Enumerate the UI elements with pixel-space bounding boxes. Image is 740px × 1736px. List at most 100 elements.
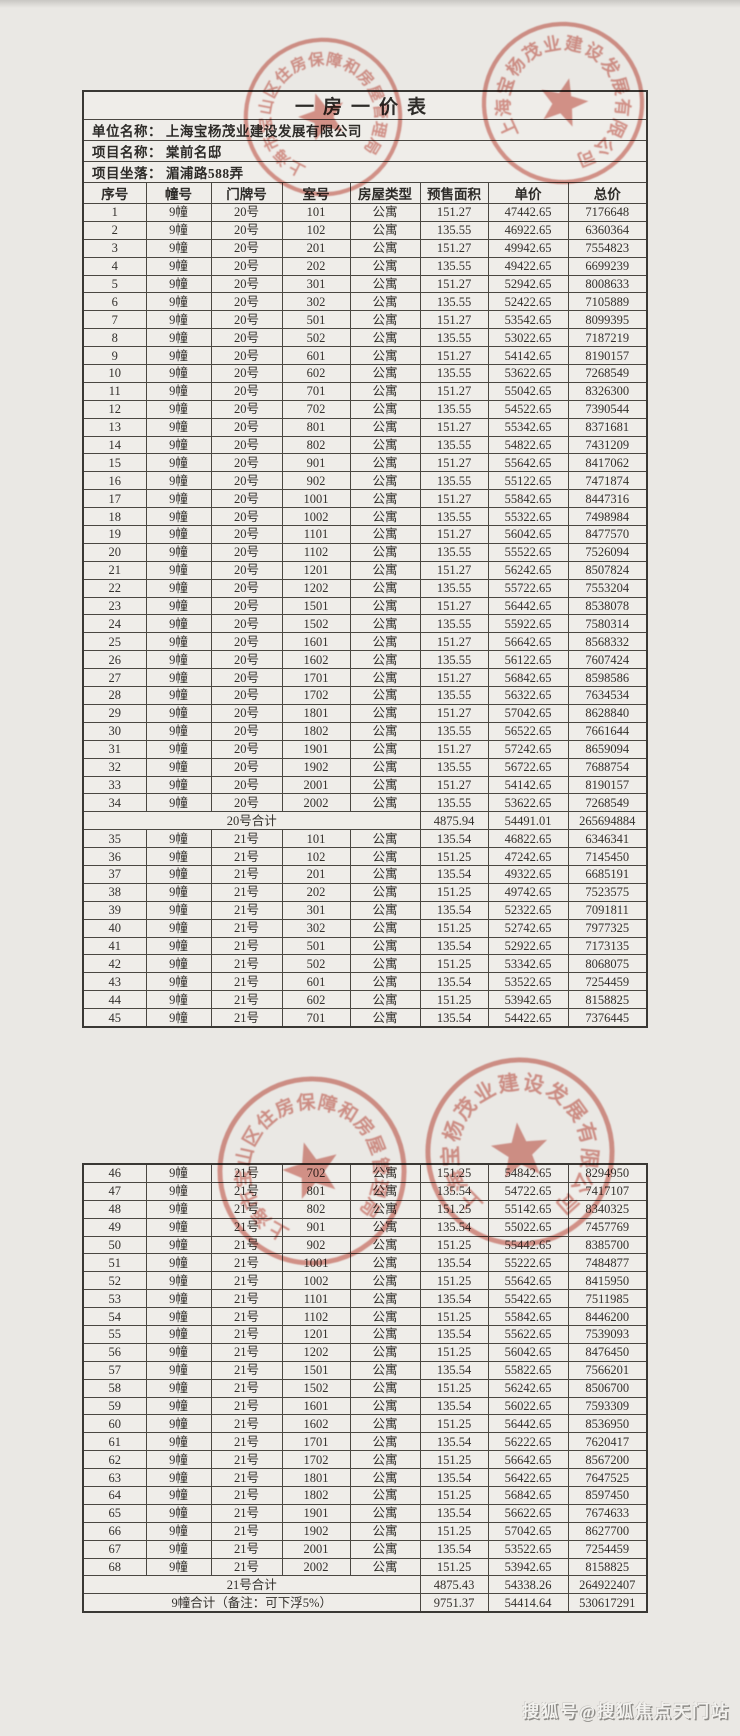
table-row: 56 9幢 21号 1202 公寓 151.25 56042.65 8476450: [82, 1342, 648, 1362]
table-cell: 9幢: [145, 1378, 212, 1398]
table-cell: 21号: [210, 1503, 283, 1523]
price-table-page-2: 469幢21号702公寓151.2554842.658294950479幢21号…: [82, 1163, 648, 1614]
table-cell: 公寓: [349, 274, 421, 294]
table-cell: 7484877: [567, 1253, 648, 1273]
table-cell: 7268549: [567, 793, 648, 813]
table-cell: 8371681: [567, 417, 648, 437]
table-cell: 53: [82, 1289, 147, 1309]
table-cell: 9幢: [145, 1468, 212, 1488]
table-cell: 56222.65: [487, 1432, 569, 1452]
table-cell: 1801: [281, 703, 351, 723]
table-cell: 151.27: [419, 596, 489, 616]
table-cell: 53522.65: [487, 1539, 569, 1559]
table-cell: 151.27: [419, 310, 489, 330]
table-cell: 56422.65: [487, 1468, 569, 1488]
table-cell: 8326300: [567, 381, 648, 401]
table-cell: 21号: [210, 1008, 283, 1028]
table-cell: 30: [82, 721, 147, 741]
table-cell: 33: [82, 775, 147, 795]
table-cell: 1902: [281, 757, 351, 777]
table-cell: 7593309: [567, 1396, 648, 1416]
company-stamp-middle-icon: 上海宝杨茂业建设发展有限公司: [411, 1043, 629, 1261]
table-cell: 公寓: [349, 864, 421, 884]
table-cell: 7254459: [567, 972, 648, 992]
table-cell: 21号: [210, 1432, 283, 1452]
table-cell: 56042.65: [487, 1342, 569, 1362]
table-row: 39 9幢 21号 301 公寓 135.54 52322.65 7091811: [82, 900, 648, 920]
table-cell: 56842.65: [487, 668, 569, 688]
table-cell: 9幢: [145, 972, 212, 992]
table-cell: 67: [82, 1539, 147, 1559]
table-row: 12 9幢 20号 702 公寓 135.55 54522.65 7390544: [82, 399, 648, 419]
table-cell: 9幢: [145, 1414, 212, 1434]
table-cell: 302: [281, 918, 351, 938]
table-cell: 202: [281, 882, 351, 902]
table-cell: 公寓: [349, 1486, 421, 1505]
table-cell: 9幢: [145, 1235, 212, 1255]
table-cell: 151.25: [419, 1307, 489, 1327]
table-cell: 54: [82, 1307, 147, 1327]
watermark: 搜狐号@搜狐焦点天门站: [522, 1702, 730, 1721]
table-cell: 62: [82, 1450, 147, 1470]
table-cell: 20号: [210, 686, 283, 705]
table-row: 3 9幢 20号 201 公寓 151.27 49942.65 7554823: [82, 238, 648, 258]
table-cell: 301: [281, 274, 351, 294]
table-cell: 29: [82, 703, 147, 723]
table-row: 22 9幢 20号 1202 公寓 135.55 55722.65 7553204: [82, 578, 648, 598]
table-row: 29 9幢 20号 1801 公寓 151.27 57042.65 8628840: [82, 703, 648, 723]
table-cell: 9幢: [145, 310, 212, 330]
table-cell: 1601: [281, 1396, 351, 1416]
table-cell: 54142.65: [487, 775, 569, 795]
table-cell: 20号: [210, 220, 283, 240]
table-cell: 802: [281, 1199, 351, 1219]
table-cell: 502: [281, 328, 351, 348]
table-cell: 56442.65: [487, 1414, 569, 1434]
table-cell: 302: [281, 292, 351, 312]
price-table-page-1: 一房一价表 单位名称： 上海宝杨茂业建设发展有限公司 项目名称： 棠前名邸 项目…: [82, 90, 649, 1028]
table-row: 60 9幢 21号 1602 公寓 151.25 56442.65 8536950: [82, 1414, 648, 1434]
table-cell: 22: [82, 578, 147, 598]
table-cell: 公寓: [349, 775, 421, 795]
table-cell: 56442.65: [487, 596, 569, 616]
table-row: 66 9幢 21号 1902 公寓 151.25 57042.65 8627700: [82, 1521, 648, 1541]
table-row: 58 9幢 21号 1502 公寓 151.25 56242.65 8506700: [82, 1378, 648, 1398]
table-row: 35 9幢 21号 101 公寓 135.54 46822.65 6346341: [82, 829, 648, 849]
table-cell: 151.25: [419, 1271, 489, 1291]
table-cell: 135.54: [419, 1253, 489, 1273]
column-header: 单价: [487, 182, 569, 204]
table-cell: 9幢: [145, 1539, 212, 1559]
table-cell: 46922.65: [487, 220, 569, 240]
table-cell: 901: [281, 453, 351, 473]
table-cell: 9幢: [145, 203, 212, 222]
subtotal-row: 20号合计 4875.94 54491.01 265694884: [82, 811, 648, 831]
table-cell: 47242.65: [487, 847, 569, 866]
table-cell: 公寓: [349, 542, 421, 562]
table-cell: 7105889: [567, 292, 648, 312]
table-row: 59 9幢 21号 1601 公寓 135.54 56022.65 7593309: [82, 1396, 648, 1416]
table-cell: 135.54: [419, 1008, 489, 1028]
table-cell: 12: [82, 399, 147, 419]
table-cell: 55322.65: [487, 507, 569, 527]
table-cell: 9幢: [145, 1450, 212, 1470]
table-cell: 8: [82, 328, 147, 348]
table-cell: 21号: [210, 1414, 283, 1434]
table-cell: 9幢: [145, 1557, 212, 1577]
table-cell: 18: [82, 507, 147, 527]
table-cell: 13: [82, 417, 147, 437]
table-cell: 6: [82, 292, 147, 312]
table-cell: 9幢: [145, 686, 212, 705]
table-cell: 8158825: [567, 1557, 648, 1577]
table-cell: 1501: [281, 1360, 351, 1380]
table-cell: 8627700: [567, 1521, 648, 1541]
table-cell: 151.27: [419, 417, 489, 437]
table-cell: 6699239: [567, 256, 648, 276]
table-cell: 54414.64: [487, 1593, 569, 1613]
table-cell: 8008633: [567, 274, 648, 294]
table-cell: 1902: [281, 1521, 351, 1541]
table-cell: 135.55: [419, 256, 489, 276]
table-cell: 公寓: [349, 900, 421, 920]
table-cell: 21号: [210, 954, 283, 974]
table-row: 34 9幢 20号 2002 公寓 135.55 53622.65 7268549: [82, 793, 648, 813]
table-row: 23 9幢 20号 1501 公寓 151.27 56442.65 8538078: [82, 596, 648, 616]
table-cell: 52942.65: [487, 274, 569, 294]
